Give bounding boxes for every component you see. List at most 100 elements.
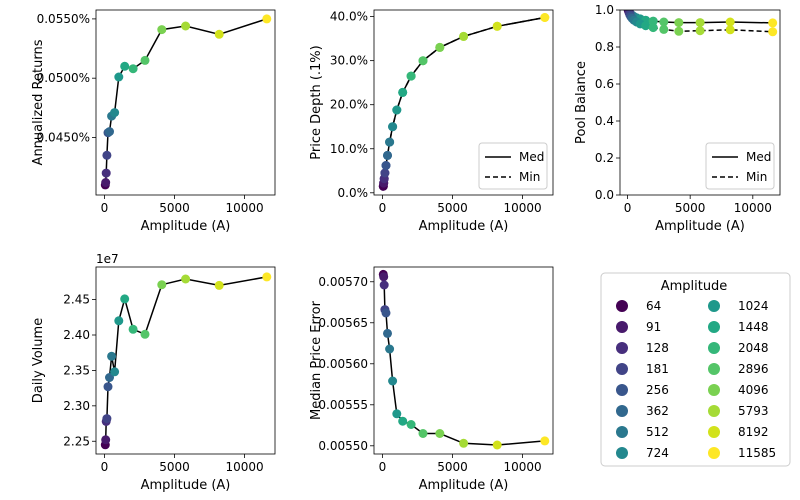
data-point bbox=[459, 31, 469, 41]
legend-marker bbox=[616, 300, 628, 312]
data-point bbox=[381, 161, 391, 170]
legend-label: 91 bbox=[646, 320, 661, 334]
x-axis-label: Amplitude (A) bbox=[655, 219, 745, 234]
data-point bbox=[379, 272, 389, 282]
x-tick-label: 5000 bbox=[437, 460, 468, 474]
x-tick-label: 10000 bbox=[734, 201, 772, 215]
data-point bbox=[674, 26, 684, 36]
amplitude-legend: Amplitude 64 91 128 181 256 362 512 724 1024 1448… bbox=[600, 272, 791, 467]
legend-marker bbox=[708, 342, 720, 354]
x-tick-label: 5000 bbox=[675, 201, 706, 215]
x-axis-label: Amplitude (A) bbox=[419, 219, 509, 234]
y-tick-label: 0.0% bbox=[338, 186, 369, 200]
data-point bbox=[435, 42, 445, 52]
y-tick-label: 0.4 bbox=[595, 114, 614, 128]
y-tick-label: 20.0% bbox=[330, 98, 368, 112]
y-tick-label: 2.45 bbox=[63, 293, 90, 307]
y-tick-label: 0.6 bbox=[595, 77, 614, 91]
legend-label: 1448 bbox=[738, 320, 769, 334]
data-point bbox=[181, 21, 191, 31]
y-tick-label: 0.0550% bbox=[37, 12, 90, 26]
legend-marker bbox=[616, 405, 628, 417]
series-legend: Med Min bbox=[705, 142, 775, 190]
series-legend: Med Min bbox=[478, 142, 548, 190]
legend-label: 8192 bbox=[738, 425, 769, 439]
legend-marker bbox=[708, 384, 720, 396]
data-point bbox=[101, 168, 111, 178]
data-point bbox=[492, 440, 502, 450]
legend-marker bbox=[708, 426, 720, 438]
x-tick-label: 0 bbox=[101, 201, 109, 215]
y-tick-label: 30.0% bbox=[330, 54, 368, 68]
data-point bbox=[107, 351, 117, 361]
data-point bbox=[385, 137, 395, 147]
panel-price-depth: 0 5000 10000 0.0% 10.0% 20.0% 30.0% 40.0% Amplit… bbox=[309, 9, 554, 234]
legend-label: 256 bbox=[646, 383, 669, 397]
plot-area bbox=[100, 272, 272, 450]
legend-label: 11585 bbox=[738, 446, 776, 460]
y-tick-label: 2.35 bbox=[63, 363, 90, 377]
panel-annualized-returns: 0 5000 10000 0.0450% 0.0500% 0.0550% Amplitude… bbox=[31, 9, 276, 234]
x-tick-label: 0 bbox=[379, 460, 387, 474]
y-tick-label: 2.25 bbox=[63, 434, 90, 448]
y-axis-label: Price Depth (.1%) bbox=[309, 45, 324, 159]
axes-frame bbox=[373, 266, 554, 455]
y-tick-label: 0.0 bbox=[595, 188, 614, 202]
series-line-solid bbox=[382, 274, 545, 446]
data-point bbox=[214, 29, 224, 39]
data-point bbox=[105, 127, 114, 137]
legend-marker bbox=[708, 405, 720, 417]
data-point bbox=[110, 108, 120, 118]
legend-marker bbox=[708, 447, 720, 459]
data-point bbox=[459, 438, 469, 448]
data-point bbox=[435, 429, 445, 438]
data-point bbox=[674, 18, 684, 28]
x-axis-label: Amplitude (A) bbox=[141, 219, 231, 234]
legend-marker bbox=[616, 426, 628, 438]
data-point bbox=[102, 414, 112, 424]
legend-marker bbox=[616, 447, 628, 459]
data-point bbox=[725, 25, 735, 35]
panel-pool-balance: 0 5000 10000 0.0 0.2 0.4 0.6 0.8 1.0 Amplitude (A… bbox=[574, 3, 781, 234]
data-point bbox=[398, 87, 408, 97]
axis-offset-label: 1e7 bbox=[96, 252, 119, 266]
x-tick-label: 0 bbox=[624, 201, 632, 215]
y-tick-label: 40.0% bbox=[330, 10, 368, 24]
data-point bbox=[406, 71, 416, 81]
data-point bbox=[140, 55, 150, 65]
x-tick-label: 0 bbox=[101, 460, 109, 474]
panel-median-price-error: 0 5000 10000 0.00550 0.00555 0.00560 0.00565 0.… bbox=[309, 266, 554, 493]
x-axis-label: Amplitude (A) bbox=[419, 478, 509, 493]
y-tick-label: 0.2 bbox=[595, 151, 614, 165]
data-point bbox=[768, 18, 778, 28]
y-tick-label: 0.0450% bbox=[37, 130, 90, 144]
data-point bbox=[392, 105, 402, 115]
data-point bbox=[114, 316, 124, 326]
data-point bbox=[381, 308, 391, 318]
data-point bbox=[492, 21, 502, 31]
legend-label: 4096 bbox=[738, 383, 769, 397]
data-point bbox=[385, 344, 395, 354]
legend-marker bbox=[616, 384, 628, 396]
series-legend-label: Min bbox=[746, 170, 767, 184]
legend-label: 181 bbox=[646, 362, 669, 376]
plot-area bbox=[378, 269, 550, 450]
data-point bbox=[101, 178, 111, 187]
legend-label: 2896 bbox=[738, 362, 769, 376]
chart-panels: 0 5000 10000 0.0450% 0.0500% 0.0550% Amplitude… bbox=[31, 3, 781, 493]
x-tick-label: 5000 bbox=[437, 201, 468, 215]
data-point bbox=[648, 16, 658, 26]
axes-frame bbox=[95, 266, 276, 455]
x-tick-label: 10000 bbox=[225, 201, 263, 215]
y-tick-label: 2.40 bbox=[63, 328, 90, 342]
data-point bbox=[262, 272, 272, 282]
data-point bbox=[120, 61, 130, 71]
y-tick-label: 0.00555 bbox=[318, 398, 368, 412]
legend-label: 1024 bbox=[738, 299, 769, 313]
y-tick-label: 10.0% bbox=[330, 142, 368, 156]
data-point bbox=[379, 280, 389, 290]
data-point bbox=[725, 17, 735, 27]
data-point bbox=[648, 23, 658, 33]
y-axis-label: Median Price Error bbox=[309, 300, 324, 420]
